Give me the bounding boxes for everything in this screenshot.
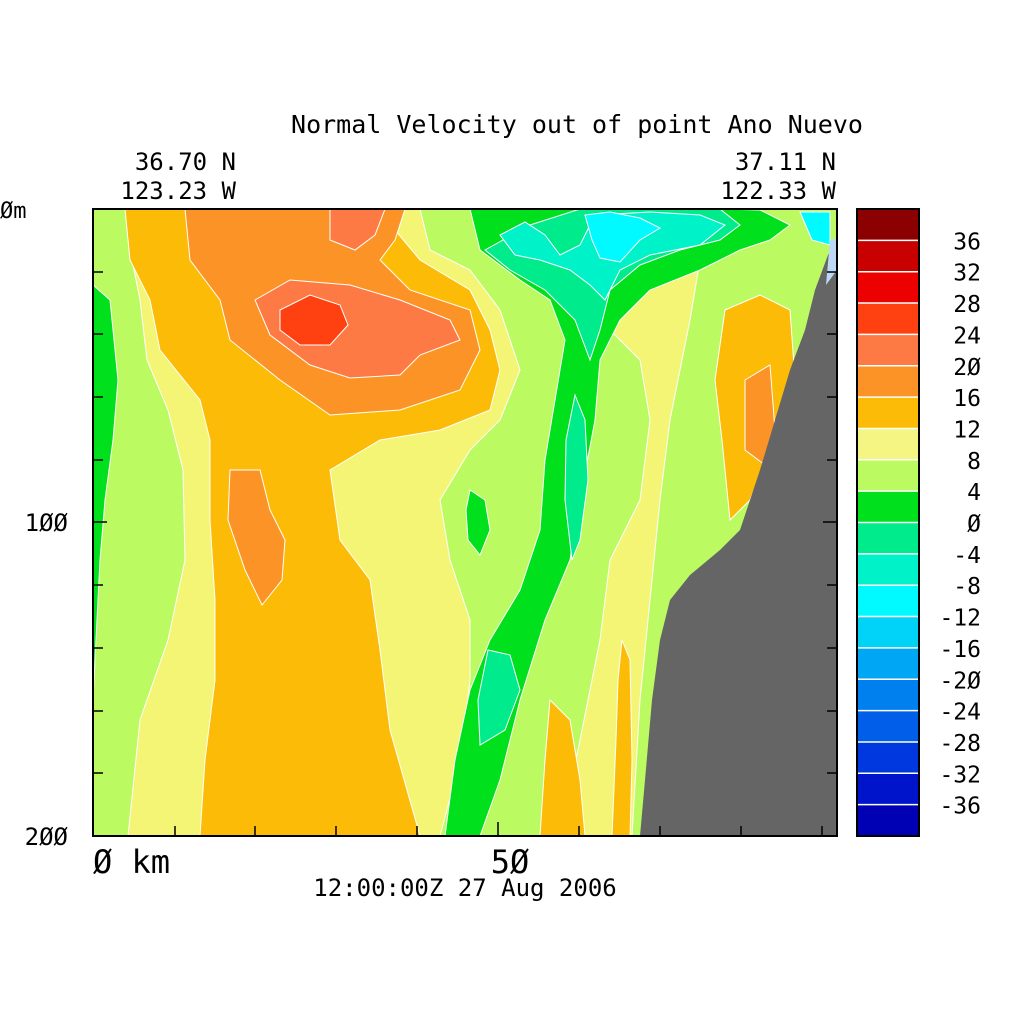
colorbar-tick-label: -24 xyxy=(939,700,981,726)
y-axis-units-label: Øm xyxy=(0,199,27,224)
timestamp-label: 12:00:00Z 27 Aug 2006 xyxy=(313,874,616,902)
contour-band-green-center xyxy=(444,209,791,836)
colorbar-swatch xyxy=(857,209,919,241)
colorbar-tick-label: -12 xyxy=(939,606,981,632)
colorbar-swatch xyxy=(857,773,919,806)
colorbar-swatch xyxy=(857,271,919,304)
colorbar-swatch xyxy=(857,240,919,273)
contour-band-salmon-top xyxy=(329,209,386,251)
colorbar-swatch xyxy=(857,365,919,398)
colorbar-tick-label: 8 xyxy=(967,449,981,475)
colorbar-swatch xyxy=(857,428,919,461)
x-axis-units-label: Ø km xyxy=(93,843,170,881)
y-tick-label-200: 2ØØ xyxy=(25,823,69,851)
contour-band-red-core xyxy=(279,294,349,346)
colorbar-swatch xyxy=(857,491,919,523)
colorbar-tick-label: 24 xyxy=(953,323,981,349)
colorbar-tick-label: 32 xyxy=(953,261,981,287)
colorbar-frame xyxy=(856,208,920,837)
colorbar-tick-label: 36 xyxy=(953,229,981,255)
land-mask xyxy=(640,209,837,836)
colorbar: 36 32 28 24 2Ø 16 12 8 4 Ø -4 -8 -12 -16 -2Ø -24 -28 -32 -… xyxy=(856,208,981,837)
colorbar-swatch xyxy=(857,397,919,429)
colorbar-tick-label: -32 xyxy=(939,762,981,788)
chart-title: Normal Velocity out of point Ano Nuevo xyxy=(291,110,863,139)
colorbar-tick-label: -4 xyxy=(953,543,981,569)
colorbar-tick-label: 2Ø xyxy=(953,355,981,381)
colorbar-tick-label: 28 xyxy=(953,292,981,318)
contour-band-orange-stripe-a xyxy=(539,698,586,836)
colorbar-tick-label: 16 xyxy=(953,386,981,412)
colorbar-tick-label: -8 xyxy=(953,574,981,600)
contour-band-teal-lower xyxy=(477,649,521,746)
land-shoreline-sliver xyxy=(826,238,837,285)
x-tick-label-50: 5Ø xyxy=(491,843,530,881)
colorbar-swatch xyxy=(857,679,919,712)
contour-band-cyan xyxy=(584,211,662,263)
colorbar-swatch xyxy=(857,522,919,555)
colorbar-swatch xyxy=(857,585,919,618)
colorbar-tick-label: -28 xyxy=(939,731,981,757)
colorbar-tick-label: 12 xyxy=(953,417,981,443)
right-lon-label: 122.33 W xyxy=(720,177,836,205)
right-lat-label: 37.11 N xyxy=(735,148,836,176)
contour-band-teal-mid xyxy=(564,393,589,561)
colorbar-swatch xyxy=(857,804,919,837)
colorbar-swatch xyxy=(857,553,919,586)
axis-ticks xyxy=(93,271,837,836)
left-lat-label: 36.70 N xyxy=(135,148,236,176)
contour-band-orange-stripe-b xyxy=(611,639,633,836)
colorbar-tick-label: Ø xyxy=(967,512,981,538)
colorbar-tick-label: -2Ø xyxy=(939,668,981,694)
colorbar-tick-label: 4 xyxy=(967,480,981,506)
contour-band-dark-orange-mid xyxy=(227,469,286,606)
colorbar-tick-label: -36 xyxy=(939,794,981,820)
left-lon-label: 123.23 W xyxy=(120,177,236,205)
contour-band-green-island xyxy=(465,489,491,556)
colorbar-swatch xyxy=(857,710,919,743)
colorbar-swatch xyxy=(857,303,919,335)
contour-field xyxy=(93,209,837,836)
colorbar-swatch xyxy=(857,459,919,492)
colorbar-tick-label: -16 xyxy=(939,637,981,663)
colorbar-swatch xyxy=(857,616,919,649)
y-tick-label-100: 1ØØ xyxy=(25,509,69,537)
colorbar-swatch xyxy=(857,334,919,367)
colorbar-swatch xyxy=(857,647,919,680)
colorbar-swatch xyxy=(857,741,919,774)
